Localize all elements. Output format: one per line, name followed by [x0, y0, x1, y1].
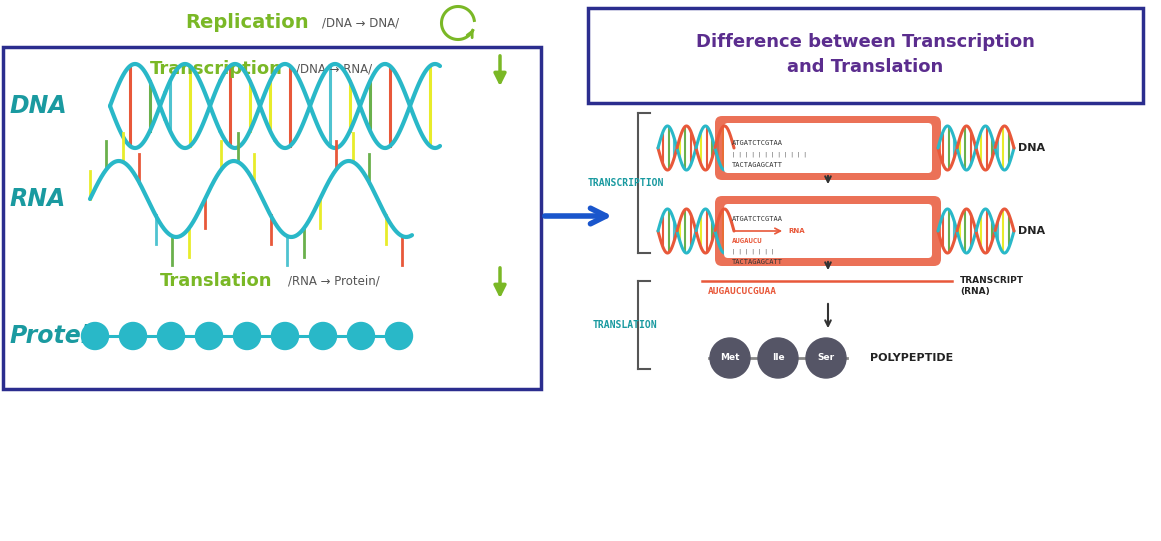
Text: | | | | | | | | | | | |: | | | | | | | | | | | |: [731, 151, 807, 157]
Circle shape: [806, 338, 846, 378]
Text: TRANSCRIPT
(RNA): TRANSCRIPT (RNA): [960, 276, 1024, 296]
Text: RNA: RNA: [788, 228, 805, 234]
Circle shape: [233, 322, 260, 349]
Text: Ser: Ser: [817, 353, 835, 362]
Circle shape: [195, 322, 223, 349]
Text: Ile: Ile: [772, 353, 785, 362]
Text: Met: Met: [720, 353, 740, 362]
FancyBboxPatch shape: [3, 47, 541, 389]
Circle shape: [310, 322, 337, 349]
Text: ATGATCTCGTAA: ATGATCTCGTAA: [731, 140, 783, 146]
Text: DNA: DNA: [1018, 226, 1045, 236]
Text: | | | | | | |: | | | | | | |: [731, 248, 774, 254]
Text: DNA: DNA: [10, 94, 67, 118]
Text: DNA: DNA: [1018, 143, 1045, 153]
Text: TRANSLATION: TRANSLATION: [593, 320, 657, 330]
Text: TACTAGAGCATT: TACTAGAGCATT: [731, 259, 783, 265]
FancyBboxPatch shape: [587, 8, 1142, 103]
Text: Replication: Replication: [185, 14, 309, 32]
FancyBboxPatch shape: [724, 123, 932, 173]
Text: RNA: RNA: [10, 187, 66, 211]
Circle shape: [711, 338, 750, 378]
FancyBboxPatch shape: [715, 116, 942, 180]
Text: /DNA → DNA/: /DNA → DNA/: [322, 16, 399, 30]
Text: /DNA → RNA/: /DNA → RNA/: [296, 63, 373, 76]
FancyBboxPatch shape: [724, 204, 932, 258]
Text: Translation: Translation: [160, 272, 273, 290]
Text: POLYPEPTIDE: POLYPEPTIDE: [870, 353, 953, 363]
Text: TACTAGAGCATT: TACTAGAGCATT: [731, 162, 783, 168]
Text: Difference between Transcription
and Translation: Difference between Transcription and Tra…: [695, 34, 1034, 76]
Circle shape: [758, 338, 798, 378]
Text: AUGAUCUCGUAA: AUGAUCUCGUAA: [708, 287, 777, 295]
Circle shape: [272, 322, 298, 349]
Text: Protein: Protein: [10, 324, 107, 348]
Text: TRANSCRIPTION: TRANSCRIPTION: [587, 178, 664, 188]
Circle shape: [81, 322, 108, 349]
Circle shape: [120, 322, 146, 349]
Circle shape: [385, 322, 412, 349]
Text: Transcription: Transcription: [150, 60, 283, 78]
FancyBboxPatch shape: [715, 196, 942, 266]
Text: AUGAUCU: AUGAUCU: [731, 238, 763, 244]
Circle shape: [158, 322, 185, 349]
Text: /RNA → Protein/: /RNA → Protein/: [288, 274, 380, 287]
Text: ATGATCTCGTAA: ATGATCTCGTAA: [731, 216, 783, 222]
Circle shape: [347, 322, 375, 349]
